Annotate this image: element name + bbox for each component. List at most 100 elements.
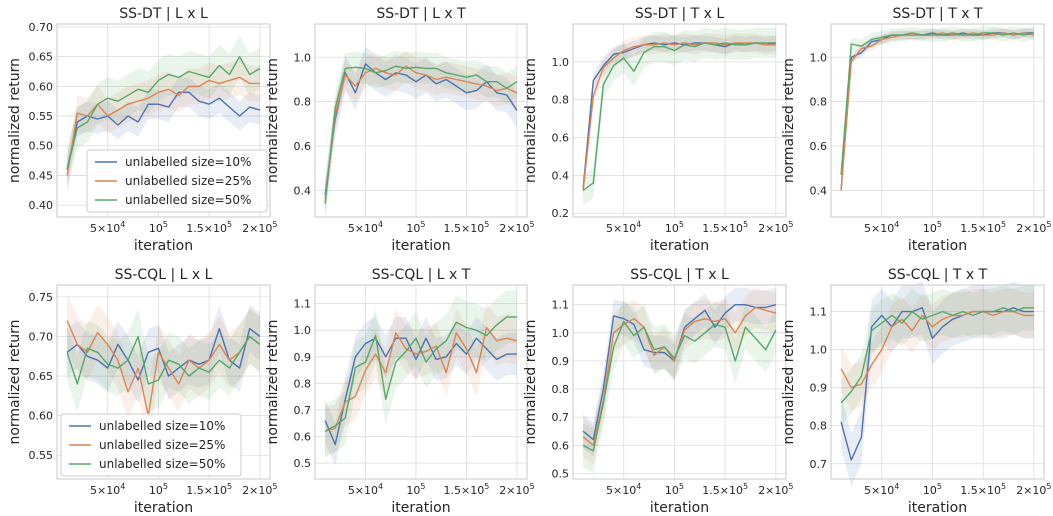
y-tick-label: 0.45	[29, 169, 54, 182]
y-axis-label: normalized return	[781, 58, 797, 183]
axes-frame	[314, 284, 528, 480]
subplot-7: 0.5 0.6 0.7 0.8 0.9 1.0 1.1 5×104 105 1.5×105 2×10…	[523, 267, 794, 516]
x-tick-label: 105	[406, 220, 425, 235]
y-tick-label: 0.4	[552, 169, 570, 182]
x-tick-label: 2×105	[758, 220, 793, 235]
x-tick-label: 5×104	[864, 220, 899, 235]
x-tick-label: 105	[149, 482, 168, 497]
y-tick-label: 0.6	[552, 439, 570, 452]
series-band-2	[583, 33, 776, 200]
legend-label-2: unlabelled size=25%	[125, 174, 251, 188]
series-line-2	[840, 32, 1035, 191]
series-line-1	[66, 91, 261, 170]
legend-box	[86, 149, 268, 213]
subplot-2: 0.4 0.6 0.8 1.0 5×104 105 1.5×105 2×105 SS-DT | …	[265, 6, 535, 254]
series-band-3	[841, 26, 1034, 182]
subplot-4: 0.4 0.6 0.8 1.0 5×104 105 1.5×105 2×105 SS-DT | …	[781, 6, 1052, 254]
y-tick-label: 0.5	[294, 457, 312, 470]
y-tick-label: 0.8	[552, 94, 570, 107]
series-line-2	[840, 310, 1034, 389]
x-tick-label: 105	[923, 482, 942, 497]
x-tick-label: 5×104	[90, 220, 125, 235]
legend-label-1: unlabelled size=10%	[125, 155, 251, 169]
y-tick-label: 1.0	[552, 56, 570, 69]
x-tick-label: 105	[665, 220, 684, 235]
subplot-title: SS-CQL | T x T	[888, 267, 988, 283]
x-tick-label: 5×104	[606, 482, 641, 497]
y-tick-label: 0.8	[294, 96, 312, 109]
y-tick-label: 0.75	[29, 291, 54, 304]
x-tick-label: 5×104	[606, 220, 641, 235]
y-tick-label: 1.1	[552, 299, 570, 312]
subplot-title: SS-DT | T x L	[635, 6, 725, 22]
subplot-title: SS-CQL | T x L	[630, 267, 729, 283]
legend: unlabelled size=10% unlabelled size=25% un…	[86, 149, 268, 213]
x-tick-label: 1.5×105	[186, 220, 232, 235]
series-line-1	[324, 63, 518, 195]
y-tick-label: 0.40	[29, 199, 54, 212]
x-tick-label: 1.5×105	[702, 220, 748, 235]
y-axis-label: normalized return	[781, 319, 797, 444]
y-tick-label: 0.9	[810, 382, 828, 395]
series-band-3	[325, 290, 517, 458]
y-tick-label: 0.7	[810, 458, 828, 471]
y-tick-label: 0.55	[29, 110, 54, 123]
x-axis-label: iteration	[134, 238, 193, 254]
y-axis-label: normalized return	[7, 319, 23, 444]
y-tick-label: 0.70	[29, 330, 54, 343]
y-tick-label: 1.0	[294, 324, 312, 337]
legend-label-3: unlabelled size=50%	[125, 193, 251, 207]
x-axis-label: iteration	[391, 238, 450, 254]
x-tick-label: 105	[923, 220, 942, 235]
y-tick-label: 0.5	[552, 467, 570, 480]
plot-area	[573, 285, 786, 479]
x-tick-label: 5×104	[90, 482, 125, 497]
series-line-2	[66, 76, 260, 176]
y-axis-label: normalized return	[523, 319, 539, 444]
y-axis-label: normalized return	[523, 58, 539, 183]
x-tick-label: 1.5×105	[444, 482, 490, 497]
legend: unlabelled size=10% unlabelled size=25% un…	[60, 413, 242, 477]
x-tick-label: 2×105	[758, 482, 793, 497]
x-tick-label: 2×105	[242, 220, 277, 235]
plot-area	[831, 24, 1044, 217]
series-line-3	[840, 307, 1034, 404]
subplot-title: SS-CQL | L x L	[115, 267, 213, 283]
series-band-1	[583, 287, 776, 457]
x-tick-label: 2×105	[1016, 482, 1051, 497]
x-tick-label: 105	[149, 220, 168, 235]
series-line-1	[66, 327, 261, 381]
subplot-title: SS-DT | L x L	[119, 6, 208, 22]
axes-frame	[830, 284, 1045, 480]
subplot-title: SS-DT | T x T	[892, 6, 983, 22]
series-band-1	[67, 77, 260, 185]
plot-area	[573, 24, 786, 217]
legend-label-1: unlabelled size=10%	[99, 419, 225, 433]
y-tick-label: 1.0	[294, 51, 312, 64]
y-tick-label: 0.65	[29, 370, 54, 383]
x-axis-label: iteration	[908, 238, 967, 254]
x-tick-label: 5×104	[348, 482, 383, 497]
y-tick-label: 1.0	[552, 327, 570, 340]
series-band-3	[841, 285, 1034, 426]
series-line-3	[324, 65, 518, 204]
y-tick-label: 0.60	[29, 410, 54, 423]
x-axis-label: iteration	[908, 500, 967, 516]
y-tick-label: 0.4	[810, 184, 828, 197]
y-tick-label: 0.9	[294, 351, 312, 364]
series-line-2	[324, 65, 518, 200]
x-axis-label: iteration	[650, 238, 709, 254]
y-tick-label: 0.9	[552, 355, 570, 368]
x-tick-label: 2×105	[242, 482, 277, 497]
x-tick-label: 1.5×105	[702, 482, 748, 497]
series-band-3	[583, 27, 776, 206]
y-tick-label: 0.4	[294, 184, 312, 197]
subplot-6: 0.5 0.6 0.7 0.8 0.9 1.0 1.1 5×104 105 1.5×105 2×10…	[265, 267, 535, 516]
y-tick-label: 0.55	[29, 449, 54, 462]
y-tick-label: 0.7	[294, 404, 312, 417]
y-tick-label: 1.0	[810, 51, 828, 64]
y-tick-label: 0.8	[552, 383, 570, 396]
y-tick-label: 1.0	[810, 344, 828, 357]
x-axis-label: iteration	[134, 500, 193, 516]
